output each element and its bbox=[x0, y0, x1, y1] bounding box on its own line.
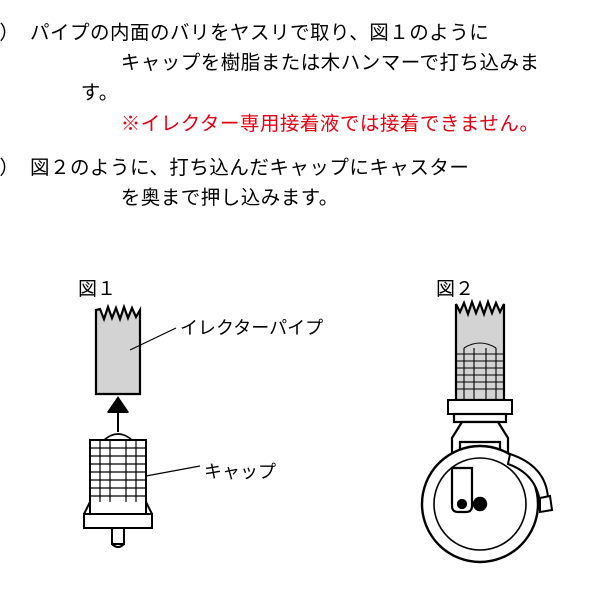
figure-2 bbox=[400, 298, 580, 588]
fig2-label: 図２ bbox=[436, 274, 474, 301]
fig1-label: 図１ bbox=[78, 274, 116, 301]
step-1-line-1: キャップを樹脂または木ハンマーで打ち込みます。 bbox=[81, 52, 540, 104]
step-2: ２）図２のように、打ち込んだキャップにキャスター ２）を奥まで押し込みます。 bbox=[30, 153, 570, 213]
instructions-block: １）パイプの内面のバリをヤスリで取り、図１のように １）キャップを樹脂または木ハ… bbox=[0, 0, 600, 213]
step-2-line-0: 図２のように、打ち込んだキャップにキャスター bbox=[30, 157, 469, 179]
step-2-line-1: を奥まで押し込みます。 bbox=[121, 187, 339, 209]
step-1-warning: ※イレクター専用接着液では接着できません。 bbox=[121, 113, 540, 135]
figure-1 bbox=[60, 298, 320, 578]
step-1-line-0: パイプの内面のバリをヤスリで取り、図１のように bbox=[30, 22, 489, 44]
step-1: １）パイプの内面のバリをヤスリで取り、図１のように １）キャップを樹脂または木ハ… bbox=[30, 18, 570, 139]
